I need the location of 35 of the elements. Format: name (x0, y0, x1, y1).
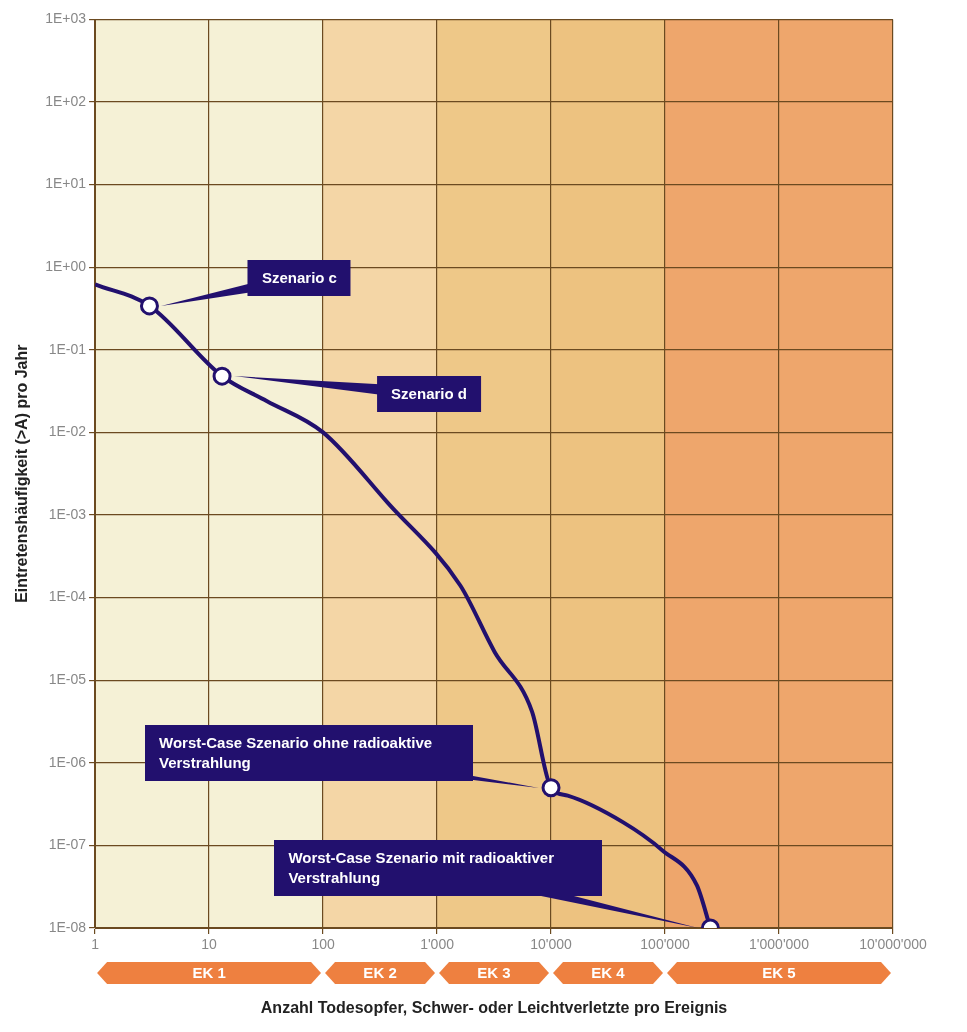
y-tick-label: 1E+01 (45, 175, 87, 192)
x-tick-label: 10 (201, 936, 218, 953)
x-tick-label: 1 (91, 936, 100, 953)
annotation: Worst-Case Szenario ohne radioaktive Verstrahlung (159, 732, 434, 773)
y-tick-label: 1E-05 (48, 671, 87, 688)
callout-box: Worst-Case Szenario mit radioaktiver Verstrahlung (274, 840, 603, 896)
band-label: EK 5 (762, 964, 796, 982)
y-tick-label: 1E-03 (48, 505, 87, 522)
band-label: EK 3 (477, 964, 511, 982)
x-tick-label: 10'000'000 (859, 936, 928, 953)
band-label: EK 2 (363, 964, 397, 982)
callout-box: Szenario c (247, 259, 351, 296)
x-tick-label: 10'000 (530, 936, 573, 953)
x-tick-label: 1'000 (420, 936, 455, 953)
annotation: Szenario c (261, 267, 337, 288)
x-tick-label: 100 (311, 936, 335, 953)
band-label: EK 4 (591, 964, 626, 982)
x-tick-label: 100'000 (640, 936, 690, 953)
band-label: EK 1 (192, 964, 226, 982)
y-tick-label: 1E-02 (48, 423, 87, 440)
y-tick-label: 1E-07 (48, 836, 87, 853)
y-tick-label: 1E+00 (45, 258, 87, 275)
callout-box: Szenario d (377, 376, 481, 413)
y-tick-label: 1E-04 (48, 588, 87, 605)
callout-box: Worst-Case Szenario ohne radioaktive Verstrahlung (145, 724, 473, 781)
annotation: Szenario d (391, 384, 467, 405)
y-tick-label: 1E-06 (48, 753, 87, 770)
y-tick-label: 1E+02 (45, 92, 87, 109)
y-tick-label: 1E-01 (48, 340, 87, 357)
x-tick-label: 1'000'000 (749, 936, 810, 953)
y-axis-title: Eintretenshäufigkeit (>A) pro Jahr (13, 344, 31, 603)
x-axis-title: Anzahl Todesopfer, Schwer- oder Leichtverletzte pro Ereignis (260, 998, 728, 1016)
y-tick-label: 1E-08 (48, 918, 87, 935)
annotation: Worst-Case Szenario mit radioaktiver Verstrahlung (288, 848, 556, 888)
y-tick-label: 1E+03 (45, 10, 87, 27)
